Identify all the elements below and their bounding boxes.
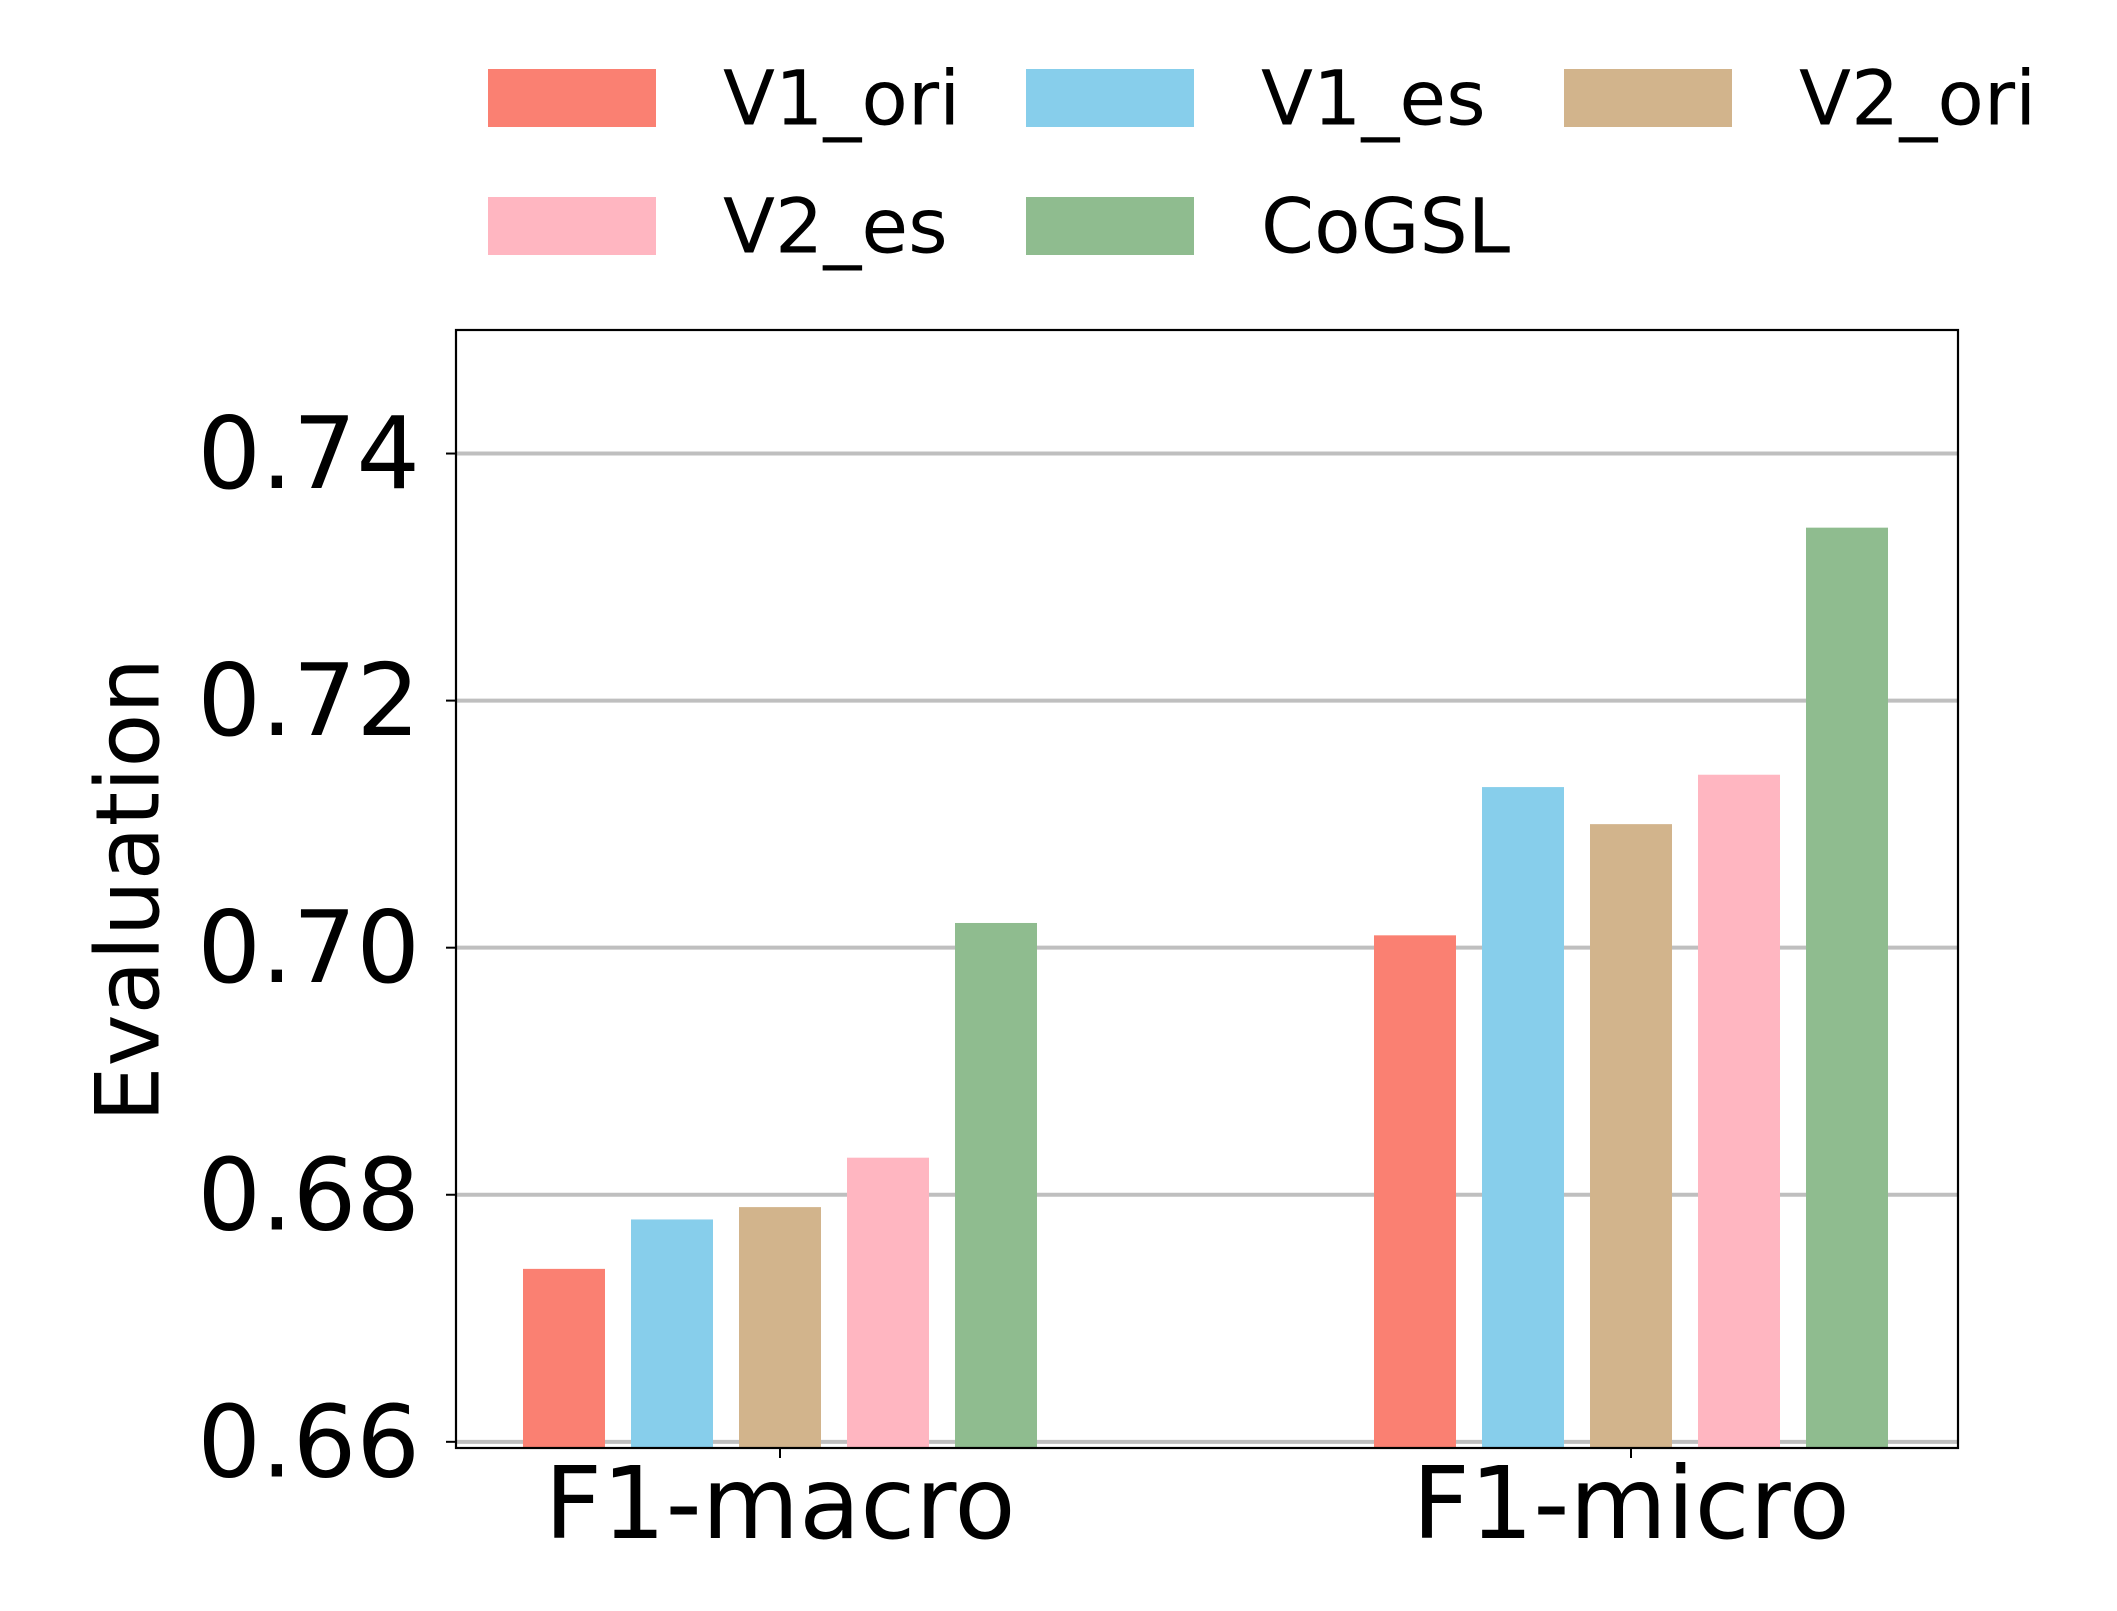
- legend-swatch-V2_es: [488, 197, 656, 255]
- legend-swatch-V1_es: [1026, 69, 1194, 127]
- bars: [523, 527, 1888, 1448]
- plot-frame: [454, 328, 1960, 1450]
- y-tick-label: 0.70: [197, 889, 420, 1006]
- y-tick-label: 0.74: [197, 395, 420, 512]
- y-tick-label: 0.72: [197, 642, 420, 759]
- x-tick-label: F1-macro: [545, 1445, 1016, 1562]
- legend-swatch-CoGSL: [1026, 197, 1194, 255]
- x-tick-label: F1-micro: [1412, 1445, 1850, 1562]
- bar-V2_ori-F1-micro: [1590, 824, 1672, 1448]
- y-axis-label: Evaluation: [77, 658, 180, 1122]
- bar-V2_ori-F1-macro: [739, 1207, 821, 1448]
- legend-label-V2_ori: V2_ori: [1799, 54, 2036, 143]
- bar-V1_es-F1-micro: [1482, 787, 1564, 1448]
- legend-label-V1_ori: V1_ori: [723, 54, 960, 143]
- y-axis: 0.66 0.68 0.70 0.72 0.74: [197, 395, 456, 1500]
- legend-swatch-V2_ori: [1564, 69, 1732, 127]
- bar-V1_es-F1-macro: [631, 1219, 713, 1448]
- bar-V1_ori-F1-micro: [1374, 935, 1456, 1448]
- bar-V1_ori-F1-macro: [523, 1268, 605, 1448]
- bar-V2_es-F1-macro: [847, 1157, 929, 1448]
- y-tick-label: 0.66: [197, 1383, 420, 1500]
- legend-label-CoGSL: CoGSL: [1261, 182, 1510, 271]
- bar-CoGSL-F1-micro: [1806, 527, 1888, 1448]
- y-tick-label: 0.68: [197, 1136, 420, 1253]
- legend: V1_ori V1_es V2_ori V2_es CoGSL: [488, 54, 2036, 271]
- bar-V2_es-F1-micro: [1698, 774, 1780, 1448]
- legend-label-V2_es: V2_es: [723, 182, 948, 271]
- bar-CoGSL-F1-macro: [955, 922, 1037, 1448]
- x-axis: F1-macro F1-micro: [545, 1445, 1850, 1562]
- legend-label-V1_es: V1_es: [1261, 54, 1486, 143]
- legend-swatch-V1_ori: [488, 69, 656, 127]
